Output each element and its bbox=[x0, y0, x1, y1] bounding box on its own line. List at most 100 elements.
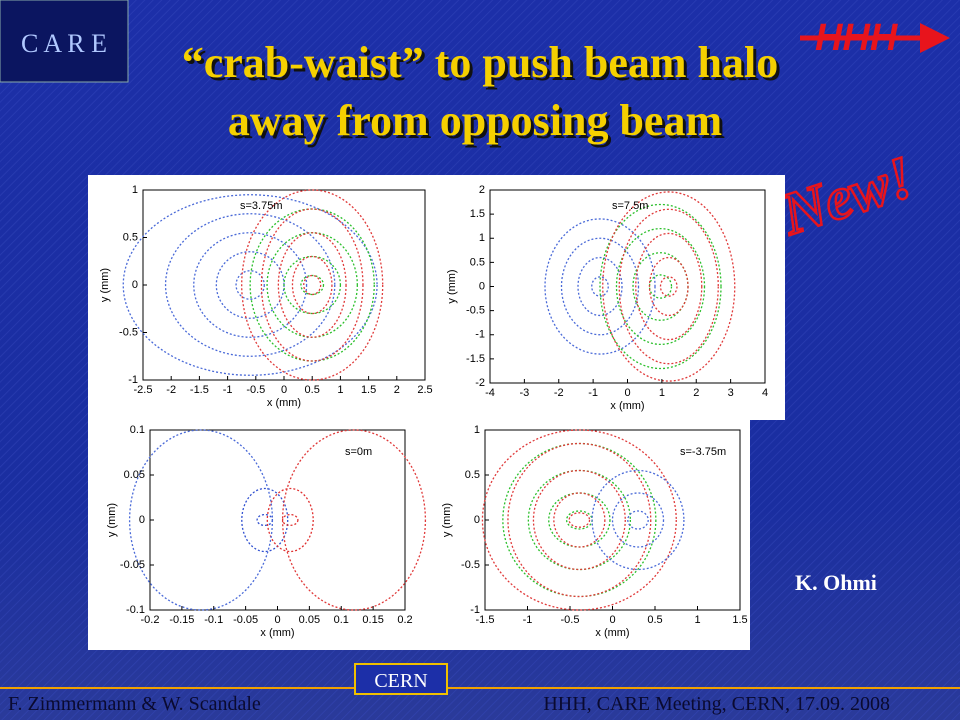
contour bbox=[591, 469, 685, 571]
y-tick-label: -0.5 bbox=[466, 305, 485, 317]
y-tick-label: 0.5 bbox=[123, 231, 138, 243]
x-tick-label: -1 bbox=[523, 614, 533, 626]
contour bbox=[553, 492, 606, 548]
x-tick-label: -1 bbox=[588, 387, 598, 399]
x-tick-label: -2 bbox=[166, 384, 176, 396]
y-tick-label: -2 bbox=[475, 377, 485, 389]
x-tick-label: -3 bbox=[519, 387, 529, 399]
plots: -2.5 -2 -1.5 -1 -0.5 0 0.5 1 1.5 2 2.510.50-0.5-1x… bbox=[99, 184, 768, 639]
contour bbox=[544, 218, 656, 355]
y-tick-label: 0 bbox=[132, 279, 138, 291]
x-tick-label: -0.15 bbox=[169, 614, 194, 626]
contour bbox=[568, 512, 591, 528]
y-tick-label: 0.1 bbox=[130, 424, 145, 436]
x-tick-label: 0 bbox=[281, 384, 287, 396]
x-tick-label: -0.05 bbox=[233, 614, 258, 626]
y-tick-label: -1.5 bbox=[466, 353, 485, 365]
x-axis-label: x (mm) bbox=[260, 627, 294, 639]
plot-label: s=-3.75m bbox=[680, 446, 726, 458]
x-tick-label: 0.05 bbox=[299, 614, 320, 626]
x-tick-label: -0.2 bbox=[141, 614, 160, 626]
credit: K. Ohmi bbox=[795, 570, 877, 595]
y-tick-label: 0.5 bbox=[465, 469, 480, 481]
contour bbox=[122, 194, 378, 376]
x-tick-label: 0 bbox=[624, 387, 630, 399]
y-tick-label: 1 bbox=[474, 424, 480, 436]
contour bbox=[266, 487, 314, 553]
contour bbox=[532, 469, 626, 571]
contour bbox=[291, 255, 333, 315]
contour bbox=[281, 429, 427, 611]
title-shadow: away from opposing beam bbox=[231, 99, 725, 148]
y-tick-label: -1 bbox=[475, 329, 485, 341]
x-tick-label: -2.5 bbox=[134, 384, 153, 396]
x-tick-label: -1 bbox=[223, 384, 233, 396]
logo: C A R E bbox=[21, 29, 107, 58]
contour bbox=[591, 276, 609, 297]
x-tick-label: 0 bbox=[609, 614, 615, 626]
x-tick-label: 0.15 bbox=[362, 614, 383, 626]
contour bbox=[627, 510, 649, 530]
plot-label: s=7.5m bbox=[612, 200, 648, 212]
x-tick-label: 1.5 bbox=[361, 384, 376, 396]
contour bbox=[193, 232, 308, 338]
x-tick-label: 1.5 bbox=[732, 614, 747, 626]
x-tick-label: -2 bbox=[554, 387, 564, 399]
footer-left: F. Zimmermann & W. Scandale bbox=[8, 693, 261, 715]
y-axis-label: y (mm) bbox=[106, 503, 118, 537]
contour bbox=[615, 227, 706, 346]
contour bbox=[277, 232, 347, 338]
x-tick-label: -0.5 bbox=[561, 614, 580, 626]
x-tick-label: 4 bbox=[762, 387, 768, 399]
contour bbox=[648, 256, 689, 317]
y-tick-label: 0 bbox=[479, 280, 485, 292]
x-tick-label: -1.5 bbox=[190, 384, 209, 396]
hhh-logo: HHH bbox=[815, 17, 899, 59]
x-tick-label: -0.5 bbox=[246, 384, 265, 396]
y-tick-label: -1 bbox=[128, 374, 138, 386]
y-tick-label: 1 bbox=[479, 232, 485, 244]
contour bbox=[507, 442, 652, 598]
contour bbox=[164, 213, 336, 357]
y-axis-label: y (mm) bbox=[441, 503, 453, 537]
x-tick-label: -0.1 bbox=[204, 614, 223, 626]
plot-label: s=3.75m bbox=[240, 200, 283, 212]
x-axis-label: x (mm) bbox=[267, 397, 301, 409]
y-tick-label: 0.05 bbox=[124, 469, 145, 481]
logo-box bbox=[0, 0, 129, 83]
footer-right: HHH, CARE Meeting, CERN, 17.09. 2008 bbox=[543, 693, 890, 715]
plot-label: s=0m bbox=[345, 446, 372, 458]
title: “crab-waist” to push beam halo bbox=[182, 38, 779, 87]
x-tick-label: 0.2 bbox=[397, 614, 412, 626]
contour bbox=[260, 208, 364, 362]
y-tick-label: 0 bbox=[474, 514, 480, 526]
contour bbox=[481, 429, 677, 611]
x-tick-label: 0.5 bbox=[305, 384, 320, 396]
contour bbox=[611, 492, 665, 548]
contour bbox=[502, 442, 657, 598]
y-tick-label: -1 bbox=[470, 604, 480, 616]
y-axis-label: y (mm) bbox=[446, 269, 458, 303]
contour bbox=[599, 203, 722, 370]
y-tick-label: 1.5 bbox=[470, 208, 485, 220]
x-tick-label: 1 bbox=[337, 384, 343, 396]
x-tick-label: -1.5 bbox=[476, 614, 495, 626]
contour bbox=[577, 256, 623, 317]
figure-panel bbox=[88, 420, 750, 650]
y-tick-label: -0.05 bbox=[120, 559, 145, 571]
y-tick-label: 0.5 bbox=[470, 256, 485, 268]
contour bbox=[635, 232, 703, 341]
x-tick-label: 2 bbox=[394, 384, 400, 396]
x-tick-label: 3 bbox=[728, 387, 734, 399]
contour bbox=[235, 270, 265, 300]
contour bbox=[560, 237, 640, 336]
contour bbox=[618, 208, 719, 365]
figure-panel bbox=[88, 175, 785, 420]
footer-center: CERN bbox=[374, 670, 427, 692]
x-tick-label: 0.5 bbox=[647, 614, 662, 626]
contour bbox=[659, 276, 678, 297]
y-tick-label: 2 bbox=[479, 184, 485, 196]
y-axis-label: y (mm) bbox=[99, 268, 111, 302]
footer-logo-box bbox=[354, 663, 448, 695]
